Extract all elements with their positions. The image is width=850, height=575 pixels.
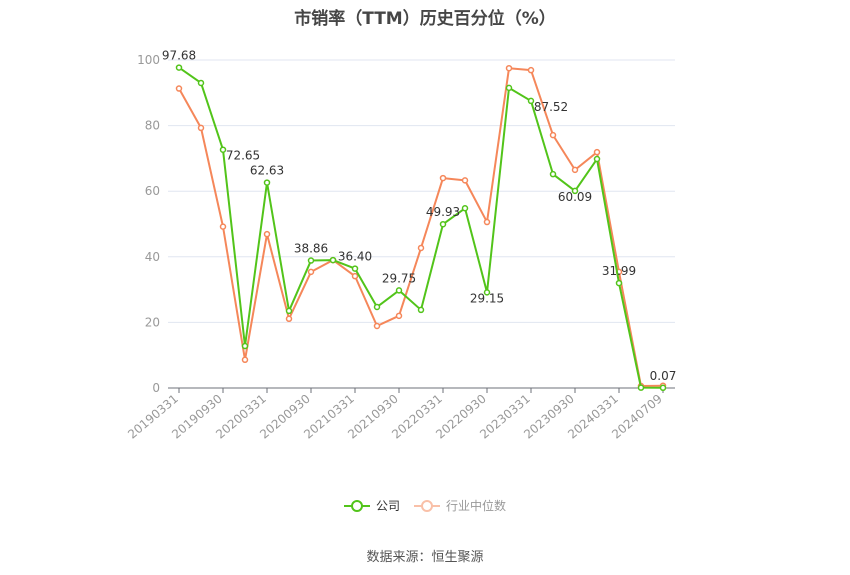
data-label: 0.07: [650, 369, 677, 383]
data-point[interactable]: [175, 85, 183, 92]
data-point[interactable]: [483, 289, 491, 296]
y-tick-label: 60: [145, 184, 160, 198]
data-label: 72.65: [226, 149, 260, 163]
data-point[interactable]: [505, 84, 513, 92]
data-label: 29.75: [382, 271, 416, 285]
data-point[interactable]: [593, 148, 601, 156]
legend-item-company[interactable]: 公司: [343, 497, 400, 514]
data-point[interactable]: [373, 322, 381, 330]
data-point[interactable]: [241, 342, 249, 350]
data-point[interactable]: [417, 306, 425, 314]
series-industry: [175, 64, 667, 390]
data-label: 97.68: [162, 49, 196, 63]
data-point[interactable]: [615, 279, 623, 287]
data-point[interactable]: [263, 179, 271, 186]
data-point[interactable]: [395, 312, 403, 320]
data-point[interactable]: [285, 307, 293, 315]
data-point[interactable]: [659, 384, 667, 392]
data-point[interactable]: [461, 177, 469, 184]
data-point[interactable]: [439, 174, 447, 182]
y-tick-label: 0: [152, 381, 160, 395]
data-point[interactable]: [571, 187, 579, 195]
data-point[interactable]: [439, 220, 447, 228]
data-point[interactable]: [527, 97, 535, 105]
data-label: 31.99: [602, 264, 636, 278]
legend-label-industry: 行业中位数: [446, 499, 507, 513]
data-point[interactable]: [373, 303, 381, 311]
data-point[interactable]: [263, 230, 271, 238]
y-tick-label: 80: [145, 119, 160, 133]
data-label: 87.52: [534, 100, 568, 114]
x-axis: 2019033120190930202003312020093020210331…: [125, 387, 675, 442]
data-source: 数据来源：恒生聚源: [366, 550, 484, 565]
data-point[interactable]: [329, 256, 337, 264]
data-label: 36.40: [338, 250, 372, 264]
legend-company-line-icon: [343, 499, 370, 512]
data-point[interactable]: [351, 272, 359, 280]
data-point[interactable]: [483, 218, 491, 226]
data-point[interactable]: [307, 268, 315, 276]
data-point[interactable]: [527, 66, 535, 74]
data-point[interactable]: [219, 146, 227, 153]
data-point[interactable]: [219, 223, 227, 230]
legend-industry-line-icon: [414, 499, 440, 512]
data-label: 29.15: [470, 291, 504, 305]
data-label: 60.09: [558, 190, 592, 204]
data-point[interactable]: [505, 64, 513, 72]
data-point[interactable]: [571, 166, 579, 174]
legend: 公司 行业中位数: [0, 497, 850, 514]
data-point[interactable]: [461, 205, 469, 212]
data-point[interactable]: [549, 170, 557, 178]
y-tick-label: 20: [145, 315, 160, 329]
data-point[interactable]: [395, 287, 403, 294]
data-label: 62.63: [250, 164, 284, 178]
line-chart: 0 20 40 60 80 100 2019033120190930202003312020…: [125, 49, 677, 442]
data-label: 49.93: [426, 205, 460, 219]
data-point[interactable]: [549, 131, 557, 139]
data-point[interactable]: [197, 124, 205, 132]
legend-item-industry[interactable]: 行业中位数: [414, 497, 506, 514]
data-point[interactable]: [351, 265, 359, 272]
data-point[interactable]: [637, 384, 645, 391]
data-point[interactable]: [175, 64, 183, 71]
data-point[interactable]: [417, 244, 425, 252]
data-point[interactable]: [197, 79, 205, 87]
data-point[interactable]: [285, 315, 293, 323]
series-company: [175, 64, 667, 392]
data-point[interactable]: [307, 257, 315, 264]
legend-label-company: 公司: [375, 499, 400, 513]
y-tick-label: 100: [137, 53, 160, 67]
data-point[interactable]: [593, 155, 601, 163]
chart-title: 市销率（TTM）历史百分位（%）: [294, 9, 556, 29]
data-label: 38.86: [294, 242, 328, 256]
y-grid: 0 20 40 60 80 100: [137, 53, 675, 395]
data-point[interactable]: [241, 356, 249, 364]
y-tick-label: 40: [145, 250, 160, 264]
